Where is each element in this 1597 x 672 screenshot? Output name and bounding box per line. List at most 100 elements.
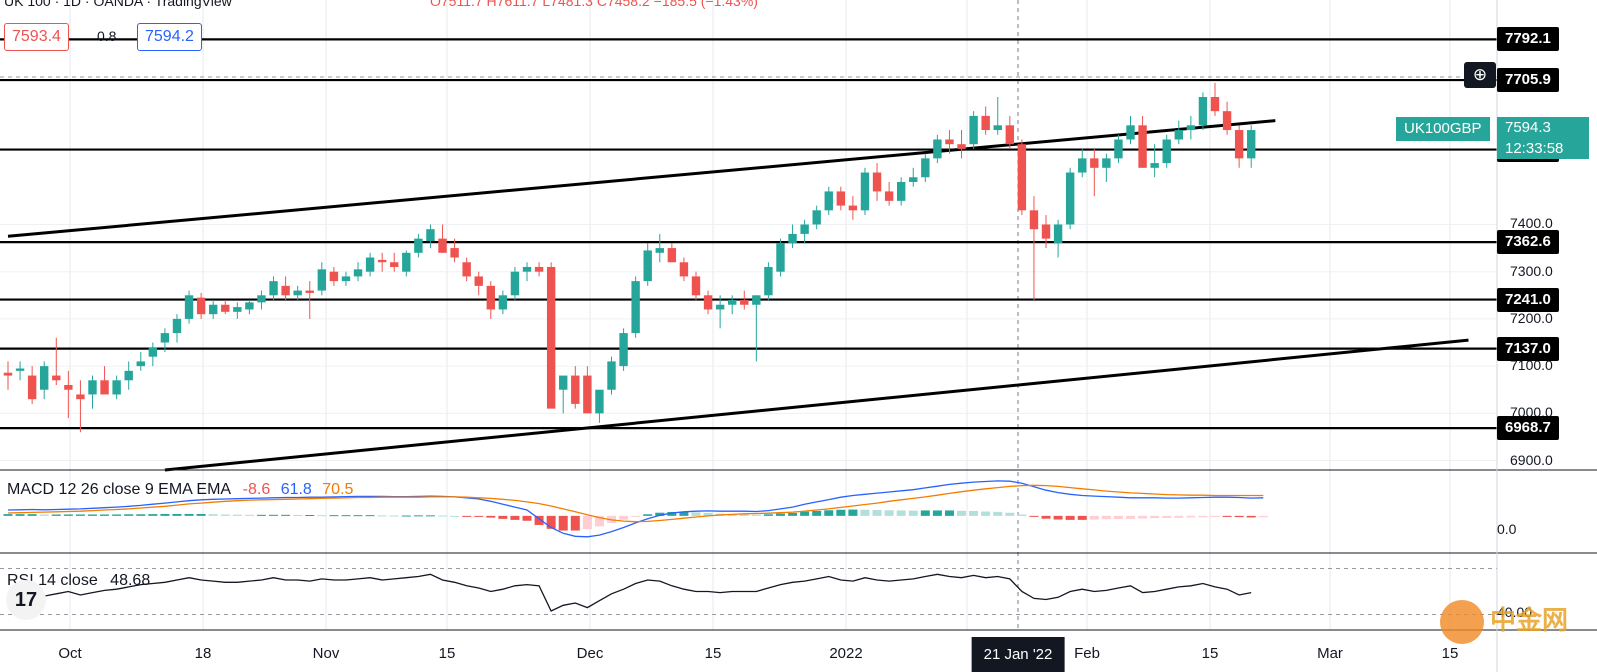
macd-histogram-bar xyxy=(1246,515,1256,518)
level-price-label: 7241.0 xyxy=(1497,287,1559,312)
candle-body xyxy=(522,266,532,272)
macd-histogram-bar xyxy=(775,513,785,516)
macd-histogram-bar xyxy=(293,514,303,516)
candle-body xyxy=(921,158,930,178)
time-axis-tick-label: Oct xyxy=(58,645,82,662)
macd-histogram-bar xyxy=(208,514,218,516)
candle-body xyxy=(1078,158,1087,173)
price-axis-tick-label: 7200.0 xyxy=(1510,309,1553,326)
candle-body xyxy=(546,266,556,409)
macd-histogram-bar xyxy=(281,514,291,516)
macd-histogram-bar xyxy=(1198,515,1208,518)
macd-histogram-bar xyxy=(1041,515,1051,519)
symbol-price-tag: UK100GBP xyxy=(1396,117,1490,141)
candle-body xyxy=(884,191,894,201)
symbol-title[interactable]: UK 100 · 1D · OANDA · TradingView xyxy=(4,0,232,9)
candle-body xyxy=(945,139,954,145)
candle-body xyxy=(498,295,508,310)
macd-legend[interactable]: MACD 12 26 close 9 EMA EMA -8.6 61.8 70.… xyxy=(7,481,353,499)
add-alert-plus-icon[interactable]: ⊕ xyxy=(1464,62,1496,88)
macd-histogram-bar xyxy=(1258,515,1268,518)
macd-histogram-bar xyxy=(570,515,580,531)
candle-body xyxy=(848,205,858,211)
candle-body xyxy=(764,266,773,296)
macd-histogram-bar xyxy=(438,515,448,517)
macd-histogram-bar xyxy=(1101,515,1111,520)
macd-histogram-bar xyxy=(884,510,894,516)
candle-body xyxy=(1029,210,1039,230)
macd-histogram-bar xyxy=(377,515,387,517)
candle-body xyxy=(136,361,145,367)
macd-histogram-bar xyxy=(341,515,351,517)
level-price-label: 7705.9 xyxy=(1497,68,1559,93)
macd-histogram-bar xyxy=(848,509,858,516)
macd-histogram-bar xyxy=(474,515,484,517)
macd-histogram-bar xyxy=(788,512,798,516)
macd-histogram-bar xyxy=(763,514,773,516)
candle-body xyxy=(100,380,109,395)
candle-body xyxy=(353,269,363,277)
candle-body xyxy=(27,375,37,400)
candle-body xyxy=(76,394,85,400)
candle-body xyxy=(269,281,278,296)
symbol-header: UK 100 · 1D · OANDA · TradingView O7511.… xyxy=(0,0,1497,14)
macd-histogram-bar xyxy=(172,513,182,516)
macd-histogram-bar xyxy=(256,514,266,516)
price-axis-tick-label: 7400.0 xyxy=(1510,215,1553,232)
candle-body xyxy=(1222,111,1232,131)
candle-body xyxy=(1065,172,1075,225)
candle-body xyxy=(812,210,821,225)
macd-histogram-bar xyxy=(148,514,158,516)
price-axis-tick-label: 7100.0 xyxy=(1510,357,1553,374)
candle-body xyxy=(1150,163,1159,168)
candle-body xyxy=(257,295,266,303)
macd-histogram-bar xyxy=(353,515,363,517)
candle-body xyxy=(233,307,242,312)
macd-histogram-bar xyxy=(1089,515,1099,520)
macd-histogram-bar xyxy=(836,509,846,516)
tradingview-logo[interactable]: 17 xyxy=(6,580,46,620)
macd-histogram-bar xyxy=(655,512,665,516)
candle-body xyxy=(124,370,133,381)
candle-body xyxy=(52,375,61,381)
macd-histogram-bar xyxy=(220,514,230,516)
macd-histogram-bar xyxy=(365,515,375,517)
horizontal-levels xyxy=(0,38,1497,430)
macd-histogram-bar xyxy=(667,512,677,516)
candle-body xyxy=(933,139,942,159)
candle-body xyxy=(402,252,411,272)
macd-histogram-bar xyxy=(75,514,85,516)
macd-histogram-bar xyxy=(87,514,97,516)
macd-histogram-bar xyxy=(39,514,49,516)
macd-histogram-bar xyxy=(1077,515,1087,520)
buy-price-button[interactable]: 7594.2 xyxy=(137,23,202,51)
macd-histogram-bar xyxy=(27,514,37,516)
macd-histogram-bar xyxy=(1065,515,1075,520)
macd-histogram-bar xyxy=(401,515,411,517)
candle-body xyxy=(583,375,592,414)
macd-histogram-bar xyxy=(872,509,882,516)
candle-body xyxy=(872,172,882,192)
macd-histogram-bar xyxy=(160,513,170,516)
candle-body xyxy=(341,276,351,282)
ohlc-readout: O7511.7 H7611.7 L7481.3 C7458.2 −185.5 (… xyxy=(430,0,758,9)
macd-histogram-bar xyxy=(546,515,556,529)
candle-body xyxy=(245,302,254,310)
macd-histogram-bar xyxy=(1162,515,1172,518)
candle-body xyxy=(703,295,713,310)
candle-body xyxy=(667,248,677,263)
macd-histogram-bar xyxy=(196,513,206,516)
candle-body xyxy=(728,300,737,305)
macd-title: MACD 12 26 close 9 EMA EMA xyxy=(7,481,231,498)
candle-body xyxy=(993,125,1002,131)
macd-histogram-bar xyxy=(269,514,279,516)
sell-price-button[interactable]: 7593.4 xyxy=(4,23,69,51)
macd-histogram-bar xyxy=(896,510,906,516)
candle-body xyxy=(221,304,230,312)
candle-body xyxy=(957,144,966,149)
candle-body xyxy=(160,333,170,343)
candle-body xyxy=(1090,158,1099,168)
